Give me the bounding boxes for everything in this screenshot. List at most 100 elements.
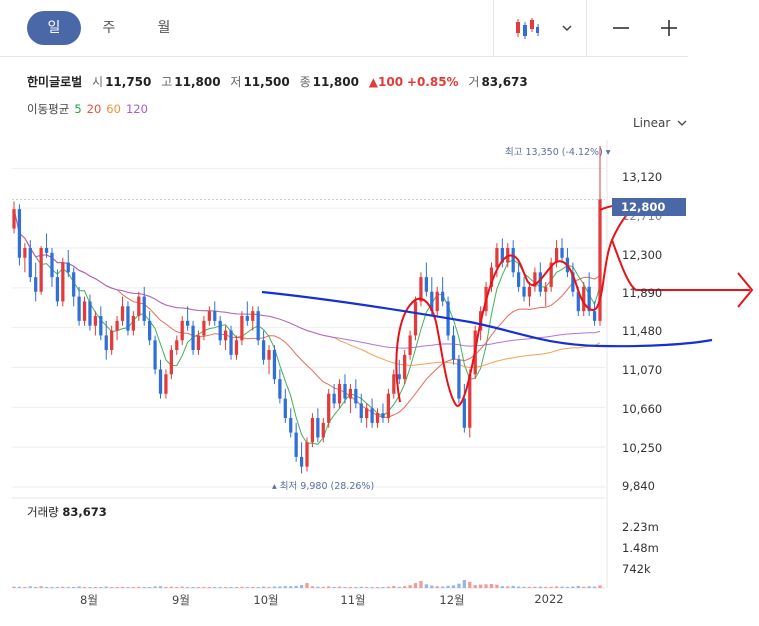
volume-bar xyxy=(245,587,249,588)
price-tick: 11,890 xyxy=(622,286,663,300)
ma-120[interactable]: 120 xyxy=(125,102,148,116)
volume-bar xyxy=(66,586,70,588)
candle xyxy=(430,291,434,312)
volume-bar xyxy=(419,580,423,588)
volume-bar xyxy=(278,586,282,588)
candle xyxy=(39,248,43,292)
volume-bar xyxy=(82,587,87,588)
volume-bar xyxy=(522,586,526,588)
current-price-tag: 12,800 xyxy=(612,198,686,216)
candle xyxy=(549,262,553,287)
ma-20-line xyxy=(13,208,601,418)
volume-bar xyxy=(343,587,347,588)
candle xyxy=(316,418,320,438)
volume-bar xyxy=(571,586,575,588)
volume-bar xyxy=(115,587,119,588)
candle xyxy=(272,350,277,380)
zoom-out-button[interactable] xyxy=(607,10,635,46)
volume-bar xyxy=(234,587,239,588)
date-tick: 9월 xyxy=(172,593,190,607)
tab-daily[interactable]: 일 xyxy=(27,11,81,45)
zoom-out-icon xyxy=(613,27,629,29)
change-percent: +0.85% xyxy=(406,75,459,89)
volume-bar xyxy=(153,586,157,588)
ma-60[interactable]: 60 xyxy=(106,102,121,116)
candle xyxy=(175,340,179,351)
candle xyxy=(229,330,233,355)
volume-bar xyxy=(479,584,483,588)
candle xyxy=(278,379,282,399)
candlestick-icon xyxy=(515,18,539,39)
candle xyxy=(500,248,504,263)
volume-bar xyxy=(191,587,195,588)
candle xyxy=(137,296,141,317)
candle xyxy=(457,359,461,399)
candle xyxy=(223,330,228,341)
volume-bar xyxy=(12,586,16,588)
volume-bar xyxy=(381,587,385,588)
zoom-in-button[interactable] xyxy=(655,10,683,46)
volume-bar xyxy=(39,586,43,588)
candle xyxy=(598,199,602,321)
candle xyxy=(435,291,439,312)
volume-bar xyxy=(175,587,179,588)
candle xyxy=(240,316,244,341)
candle xyxy=(17,209,22,258)
tab-monthly[interactable]: 월 xyxy=(157,20,171,36)
high-marker: 최고 13,350 (-4.12%) ▾ xyxy=(505,147,611,158)
volume-bar xyxy=(93,587,98,588)
candle xyxy=(489,267,494,287)
chevron-down-icon xyxy=(677,120,687,126)
volume-bar xyxy=(256,587,260,588)
ma-120-line xyxy=(13,208,601,349)
scale-label: Linear xyxy=(633,116,671,130)
volume-bar xyxy=(430,585,434,588)
volume-bar xyxy=(359,586,363,588)
candle xyxy=(169,350,173,375)
scale-selector[interactable]: Linear xyxy=(633,116,687,130)
price-tick: 11,480 xyxy=(622,324,663,338)
volume-bar xyxy=(126,587,130,588)
moving-average-legend: 이동평균 5 20 60 120 xyxy=(27,101,153,117)
ma-20[interactable]: 20 xyxy=(86,102,102,116)
volume-bar xyxy=(202,587,206,588)
candle xyxy=(126,306,130,331)
volume-bar xyxy=(289,586,293,588)
candle xyxy=(196,335,201,351)
volume-tick: 1.48m xyxy=(622,541,659,555)
ma-5[interactable]: 5 xyxy=(74,102,82,116)
candle xyxy=(256,311,260,341)
candle xyxy=(451,335,456,360)
candle xyxy=(104,335,108,351)
volume-bar xyxy=(305,583,309,588)
volume-bar xyxy=(223,587,228,588)
low-value: 11,500 xyxy=(243,75,290,89)
candle xyxy=(23,248,27,258)
candle xyxy=(370,408,374,423)
candle xyxy=(261,340,266,360)
tab-weekly[interactable]: 주 xyxy=(102,20,116,36)
candle xyxy=(305,442,309,467)
candle xyxy=(142,296,146,321)
volume-bar xyxy=(495,584,499,588)
candle xyxy=(359,403,363,419)
annotation-red-curve xyxy=(395,203,641,407)
chart-type-selector[interactable] xyxy=(505,10,580,46)
annotation-blue-curve xyxy=(261,290,713,348)
candle xyxy=(131,316,135,331)
volume-bar xyxy=(28,586,32,588)
volume-bar xyxy=(299,585,304,588)
candle xyxy=(511,248,515,273)
candle xyxy=(251,311,255,321)
volume-bar xyxy=(283,586,287,588)
volume-bar xyxy=(424,584,428,588)
candle xyxy=(587,286,591,312)
candle xyxy=(44,248,49,253)
volume-bar xyxy=(592,586,597,588)
candle xyxy=(408,335,412,355)
volume-bar xyxy=(104,586,108,588)
volume-bar xyxy=(435,586,439,588)
volume-bar xyxy=(44,587,49,588)
candle xyxy=(82,301,87,321)
